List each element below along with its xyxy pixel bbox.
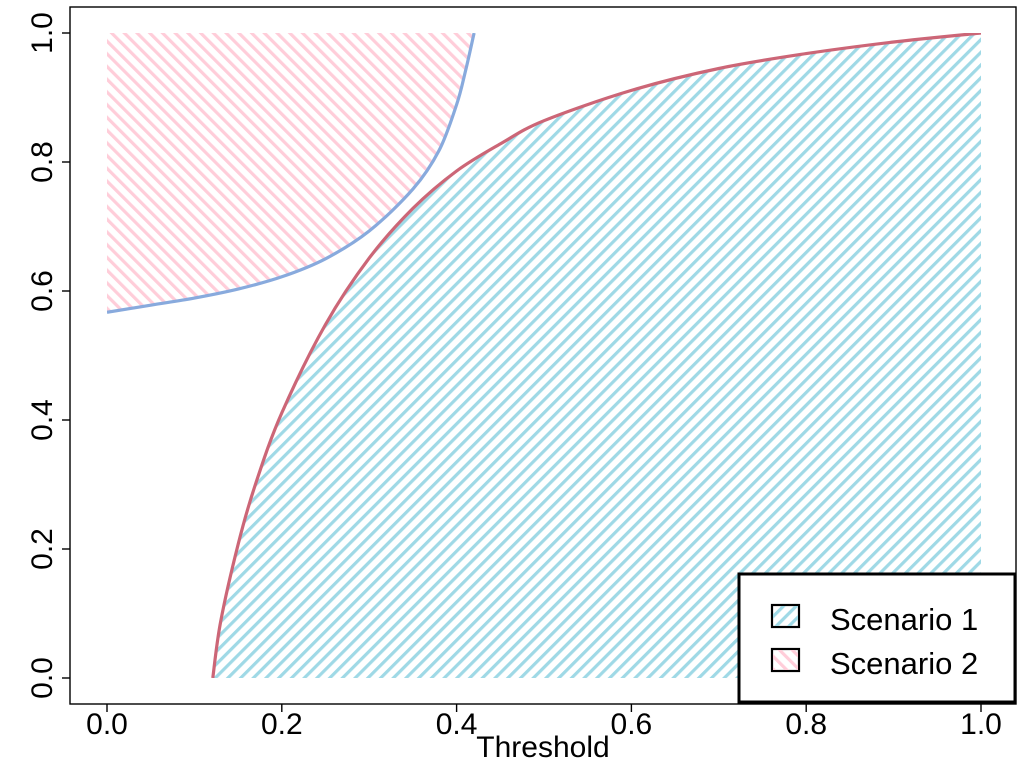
legend-swatch-hatch-scenario-1 (773, 606, 798, 626)
x-tick-label: 0.6 (611, 708, 653, 741)
y-tick-label: 0.0 (26, 657, 59, 699)
y-tick-label: 0.6 (26, 270, 59, 312)
line-scenario-1 (211, 33, 981, 678)
x-tick-label: 0.0 (86, 708, 128, 741)
y-tick-label: 1.0 (26, 12, 59, 54)
legend-label-scenario-1: Scenario 1 (830, 602, 978, 637)
x-tick-label: 1.0 (960, 708, 1002, 741)
x-tick-label: 0.8 (785, 708, 827, 741)
y-tick-label: 0.2 (26, 528, 59, 570)
legend-item-scenario-2: Scenario 2 (770, 646, 978, 681)
area-scenario-1 (212, 33, 981, 678)
legend-box (737, 572, 1017, 704)
x-axis-title: Threshold (476, 731, 609, 764)
legend-label-scenario-2: Scenario 2 (830, 646, 978, 681)
area-scenario-2 (107, 33, 475, 313)
line-scenario-2 (107, 33, 476, 314)
x-tick-label: 0.2 (261, 708, 303, 741)
y-tick-label: 0.8 (26, 141, 59, 183)
legend-item-scenario-1: Scenario 1 (770, 602, 978, 637)
y-tick-label: 0.4 (26, 399, 59, 441)
legend-swatch-hatch-scenario-2 (773, 650, 798, 670)
plot-border (69, 6, 1017, 705)
x-tick-label: 0.4 (436, 708, 478, 741)
legend: Scenario 1 Scenario 2 (737, 572, 1017, 704)
